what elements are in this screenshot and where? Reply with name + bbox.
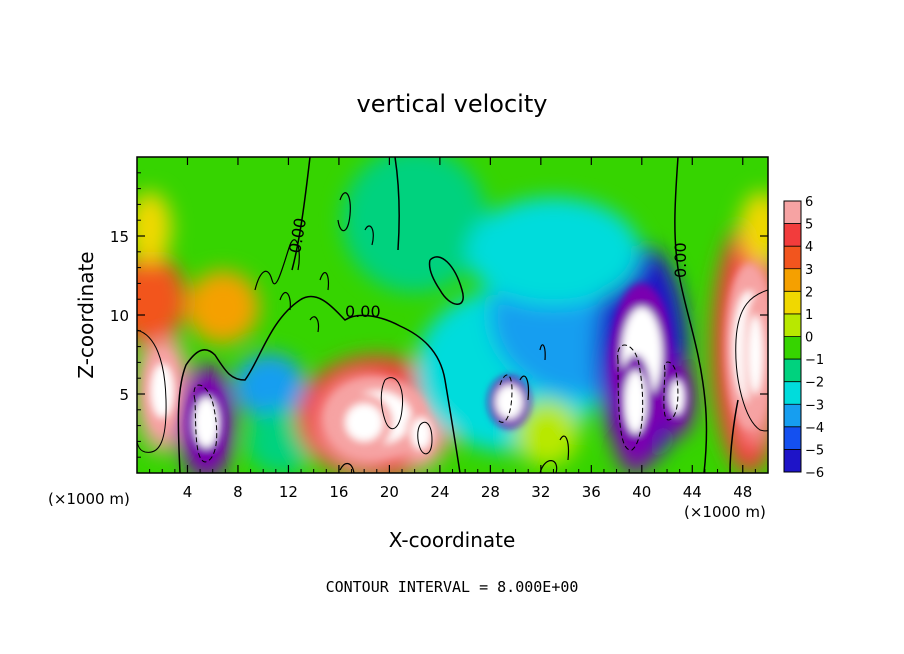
colorbar-swatch [784,449,801,473]
colorbar-label: 3 [805,263,813,278]
chart-title: vertical velocity [357,90,548,118]
contour-zero-mid [291,157,464,305]
contour-lines [137,157,768,473]
x-tick-label: 20 [380,483,399,501]
colorbar-label: 0 [805,331,813,346]
field-feature-core [193,397,220,448]
field-feature [186,270,260,344]
x-axis: 4 8 12 16 20 24 28 32 36 40 44 48 [149,157,756,501]
colorbar-label: 4 [805,240,813,255]
contour-left-core [137,329,167,453]
x-tick-label: 32 [531,483,550,501]
x-tick-label: 16 [329,483,348,501]
colorbar-swatch [784,381,801,405]
contour-dashed-3 [663,361,679,421]
x-tick-label: 36 [582,483,601,501]
x-tick-label: 48 [733,483,752,501]
plot-area [137,157,768,473]
y-tick-label: 5 [119,386,129,404]
colorbar-label: 6 [805,195,813,210]
field-feature [515,400,580,467]
field-feature [233,353,306,419]
field-feature [137,191,172,265]
contour-zero-left [177,295,461,473]
contour-right-core [735,289,768,432]
colorbar-swatch [784,268,801,292]
contour-labels: 0.00 0.00 0.00 [285,216,690,321]
colorbar-label: 2 [805,285,813,300]
contour-small-1 [380,377,404,430]
contour-dashed-2 [617,344,644,451]
field-feature-core [747,315,763,394]
contour-dashed-4 [497,374,513,423]
field-feature-core [410,417,432,450]
colorbar-label: −2 [805,376,824,391]
y-axis: 5 10 15 [110,172,768,458]
colorbar-label: −5 [805,443,824,458]
colorbar-label: 1 [805,308,813,323]
colorbar-label: −1 [805,353,824,368]
colorbar-label: −6 [805,466,824,481]
x-unit-label-left: (×1000 m) [48,490,130,508]
contour-small-2 [417,421,433,455]
colorbar-swatch [784,336,801,360]
colorbar: 6 5 4 3 2 1 0 −1 −2 −3 −4 −5 −6 [783,195,824,481]
x-tick-label: 40 [632,483,651,501]
colorbar-swatch [784,246,801,270]
contour-label: 0.00 [671,242,690,278]
field-feature-core [345,403,384,442]
field-feature-core [495,384,524,420]
x-unit-label-right: (×1000 m) [684,503,766,521]
field-feature-core [150,363,174,418]
x-axis-label: X-coordinate [389,528,516,552]
x-tick-label: 12 [279,483,298,501]
field-feature-core [669,379,685,415]
colorbar-swatch [784,201,801,225]
contour-label: 0.00 [345,302,381,321]
colorbar-swatch [784,426,801,450]
colorbar-swatch [784,313,801,337]
y-axis-label: Z-coordinate [74,251,98,378]
field-cores [145,263,768,461]
x-tick-label: 28 [481,483,500,501]
colorbar-label: −4 [805,421,824,436]
contour-squiggle-2 [339,344,570,473]
x-tick-label: 4 [183,483,193,501]
contour-zero-right [674,157,739,473]
colorbar-swatch [784,404,801,428]
x-tick-label: 44 [683,483,702,501]
colorbar-swatch [784,359,801,383]
contour-interval-footer: CONTOUR INTERVAL = 8.000E+00 [326,578,579,596]
field-feature [137,253,186,345]
field-feature-core [624,370,647,434]
y-tick-label: 10 [110,307,129,325]
y-tick-label: 15 [110,228,129,246]
x-tick-label: 8 [233,483,243,501]
field-feature [466,197,641,307]
contour-dashed-1 [193,384,218,463]
field-feature [739,191,768,265]
field-feature [342,157,488,293]
colorbar-swatch [784,291,801,315]
colorbar-label: 5 [805,218,813,233]
x-tick-label: 24 [430,483,449,501]
colorbar-swatch [784,223,801,247]
contour-squiggle-1 [254,192,374,333]
colorbar-label: −3 [805,398,824,413]
